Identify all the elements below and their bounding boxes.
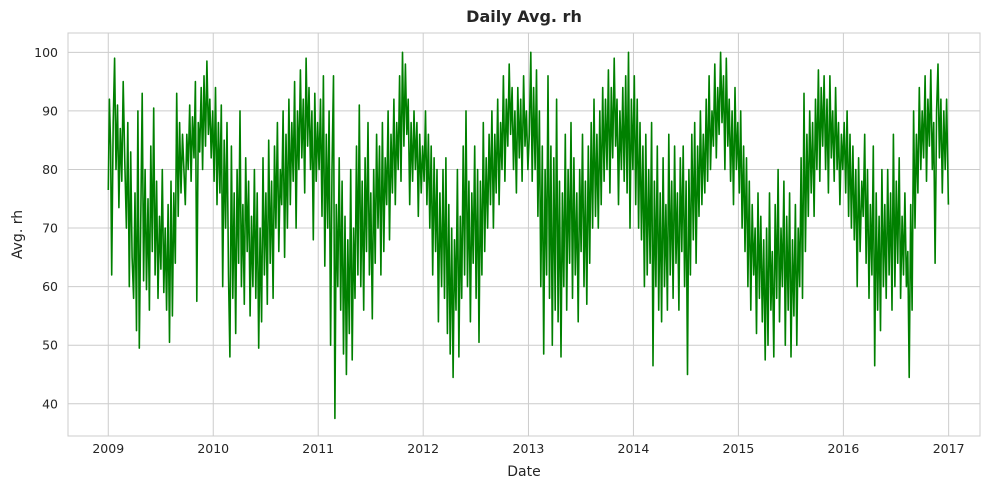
x-axis-title: Date — [507, 464, 540, 480]
y-tick-label: 60 — [42, 279, 58, 294]
x-tick-label: 2009 — [92, 441, 124, 456]
x-tick-label: 2015 — [723, 441, 755, 456]
x-tick-label: 2010 — [197, 441, 229, 456]
y-tick-label: 100 — [34, 45, 58, 60]
y-tick-label: 70 — [42, 221, 58, 236]
x-tick-label: 2012 — [407, 441, 439, 456]
x-tick-labels: 2009 2010 2011 2012 2013 2014 2015 2016 2017 — [92, 441, 964, 456]
x-tick-label: 2013 — [513, 441, 545, 456]
plot-frame — [67, 32, 981, 437]
x-tick-label: 2016 — [827, 441, 859, 456]
y-axis-title: Avg. rh — [10, 210, 26, 259]
series-layer — [107, 51, 950, 420]
chart-title: Daily Avg. rh — [466, 7, 582, 26]
y-tick-labels: 40 50 60 70 80 90 100 — [34, 45, 58, 411]
y-tick-label: 80 — [42, 162, 58, 177]
x-tick-label: 2011 — [302, 441, 334, 456]
x-tick-label: 2014 — [618, 441, 650, 456]
y-tick-label: 90 — [42, 103, 58, 118]
x-tick-label: 2017 — [933, 441, 965, 456]
y-tick-label: 40 — [42, 396, 58, 411]
y-tick-label: 50 — [42, 338, 58, 353]
series-line-avg-rh — [107, 51, 950, 420]
